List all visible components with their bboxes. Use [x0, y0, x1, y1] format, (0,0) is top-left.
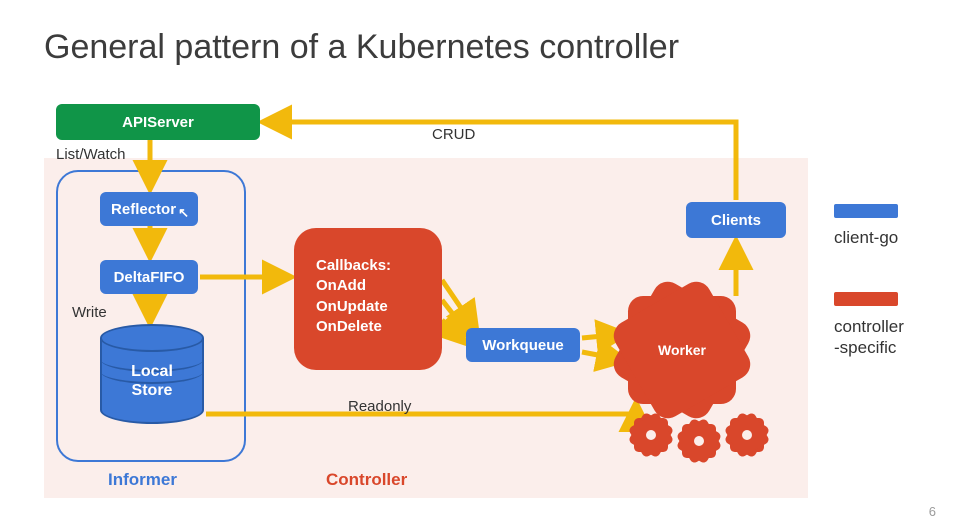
- legend-swatch-clientgo: [834, 204, 898, 218]
- edge-label-crud: CRUD: [432, 126, 475, 143]
- edge-label-write: Write: [72, 304, 107, 321]
- gear-icon: [682, 424, 716, 458]
- localstore-label-1: Local: [131, 363, 173, 380]
- slide-title: General pattern of a Kubernetes controll…: [44, 28, 679, 67]
- callbacks-line-onadd: OnAdd: [316, 276, 442, 296]
- localstore-label-2: Store: [132, 382, 173, 399]
- edge-label-readonly: Readonly: [348, 398, 411, 415]
- node-worker: Worker: [628, 296, 736, 404]
- group-label-informer: Informer: [108, 470, 177, 490]
- gear-icon: [730, 418, 764, 452]
- page-number: 6: [929, 504, 936, 519]
- callbacks-line-onupdate: OnUpdate: [316, 297, 442, 317]
- callbacks-title: Callbacks:: [316, 256, 442, 276]
- legend-cs-line1: controller: [834, 317, 904, 336]
- legend-label-controllerspecific: controller -specific: [834, 316, 904, 359]
- node-apiserver: APIServer: [56, 104, 260, 140]
- cursor-icon: ↖: [178, 205, 189, 221]
- worker-label: Worker: [628, 296, 736, 404]
- legend-label-clientgo: client-go: [834, 228, 898, 248]
- callbacks-line-ondelete: OnDelete: [316, 317, 442, 337]
- gear-icon: [634, 418, 668, 452]
- node-deltafifo: DeltaFIFO: [100, 260, 198, 294]
- legend-cs-line2: -specific: [834, 338, 896, 357]
- node-reflector: Reflector ↖: [100, 192, 198, 226]
- edge-label-listwatch: List/Watch: [56, 146, 125, 163]
- node-workqueue: Workqueue: [466, 328, 580, 362]
- legend-swatch-controllerspecific: [834, 292, 898, 306]
- node-localstore: Local Store: [100, 324, 204, 424]
- node-callbacks: Callbacks: OnAdd OnUpdate OnDelete: [294, 228, 442, 370]
- node-clients: Clients: [686, 202, 786, 238]
- group-label-controller: Controller: [326, 470, 407, 490]
- node-reflector-label: Reflector: [111, 201, 176, 218]
